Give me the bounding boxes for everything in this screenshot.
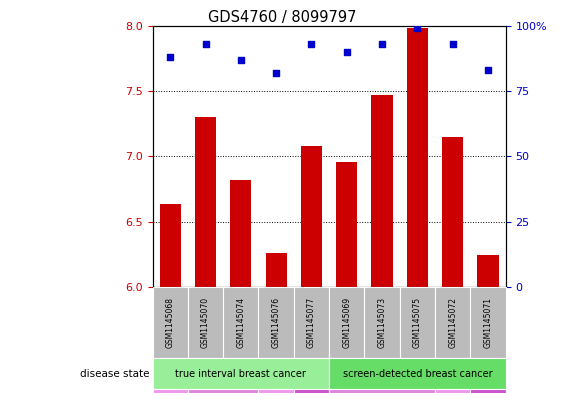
Point (307, 41, 316, 47)
Point (201, 41, 210, 47)
Text: screen-detected breast cancer: screen-detected breast cancer (342, 369, 492, 378)
Bar (372, 95, 393, 287)
Text: ▶: ▶ (154, 369, 163, 378)
Text: disease state: disease state (80, 369, 150, 378)
Bar (477, 255, 499, 287)
Point (166, 54, 175, 60)
Point (413, 25, 422, 31)
Bar (301, 146, 322, 287)
Text: GSM1145076: GSM1145076 (272, 297, 281, 348)
Text: GSM1145075: GSM1145075 (413, 297, 422, 348)
Point (448, 41, 457, 47)
Bar (195, 117, 216, 287)
Text: GSM1145072: GSM1145072 (448, 297, 457, 348)
Bar (231, 180, 251, 287)
Text: GSM1145070: GSM1145070 (201, 297, 210, 348)
Bar (266, 253, 287, 287)
Point (377, 41, 386, 47)
Point (272, 70, 281, 76)
Text: GSM1145068: GSM1145068 (166, 297, 175, 348)
Text: GSM1145069: GSM1145069 (342, 297, 351, 348)
Bar (407, 28, 428, 287)
Text: true interval breast cancer: true interval breast cancer (175, 369, 306, 378)
Point (236, 57, 245, 63)
Bar (336, 162, 358, 287)
Text: GSM1145077: GSM1145077 (307, 297, 316, 348)
Bar (160, 204, 181, 287)
Text: GSM1145073: GSM1145073 (377, 297, 386, 348)
Point (342, 49, 351, 55)
Text: GSM1145074: GSM1145074 (236, 297, 245, 348)
Text: GSM1145071: GSM1145071 (484, 297, 493, 348)
Text: GDS4760 / 8099797: GDS4760 / 8099797 (208, 10, 357, 25)
Point (484, 67, 493, 73)
Bar (442, 137, 463, 287)
